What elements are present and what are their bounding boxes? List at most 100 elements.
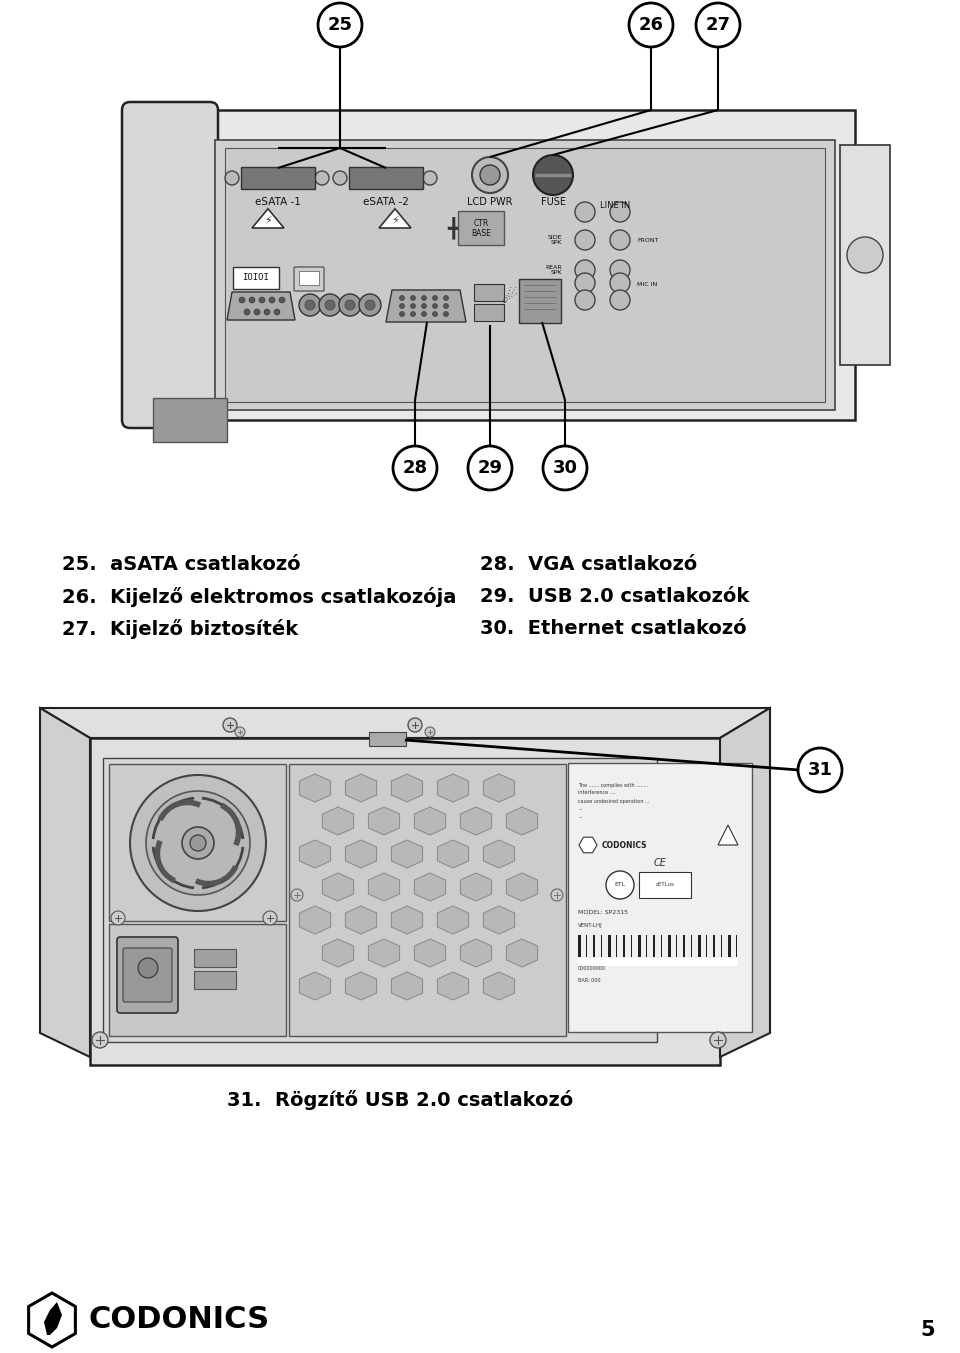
Text: 30: 30 [553, 459, 578, 478]
FancyBboxPatch shape [90, 737, 720, 1065]
Circle shape [235, 727, 245, 737]
Polygon shape [369, 873, 399, 901]
Text: FRONT: FRONT [637, 238, 659, 242]
Polygon shape [346, 840, 376, 869]
Polygon shape [392, 774, 422, 802]
FancyBboxPatch shape [109, 924, 286, 1036]
Text: 26.  Kijelző elektromos csatlakozója: 26. Kijelző elektromos csatlakozója [62, 587, 456, 607]
FancyBboxPatch shape [155, 110, 855, 419]
Circle shape [319, 294, 341, 317]
Polygon shape [300, 840, 330, 869]
Circle shape [444, 311, 448, 317]
Text: CODONICS: CODONICS [88, 1306, 269, 1334]
FancyBboxPatch shape [153, 398, 227, 442]
Polygon shape [346, 907, 376, 934]
Polygon shape [369, 939, 399, 967]
FancyBboxPatch shape [289, 764, 566, 1036]
Text: eSATA -2: eSATA -2 [363, 198, 409, 207]
Ellipse shape [798, 748, 842, 792]
FancyBboxPatch shape [728, 935, 731, 957]
Polygon shape [415, 939, 445, 967]
Circle shape [269, 298, 275, 303]
Text: 27.  Kijelző biztosíték: 27. Kijelző biztosíték [62, 620, 299, 639]
Text: 000000000: 000000000 [578, 966, 606, 970]
Circle shape [610, 273, 630, 294]
Circle shape [190, 835, 206, 851]
Ellipse shape [393, 446, 437, 490]
Circle shape [411, 311, 416, 317]
Polygon shape [392, 907, 422, 934]
Circle shape [92, 1032, 108, 1049]
Circle shape [345, 300, 355, 310]
Text: LINE IN: LINE IN [600, 202, 631, 211]
Ellipse shape [318, 3, 362, 47]
Circle shape [575, 202, 595, 222]
Circle shape [423, 170, 437, 185]
FancyBboxPatch shape [241, 166, 315, 189]
FancyBboxPatch shape [458, 211, 504, 245]
Text: 30.  Ethernet csatlakozó: 30. Ethernet csatlakozó [480, 620, 747, 639]
Polygon shape [438, 774, 468, 802]
FancyBboxPatch shape [690, 935, 692, 957]
Polygon shape [484, 774, 515, 802]
Polygon shape [484, 971, 515, 1000]
FancyBboxPatch shape [122, 101, 218, 428]
Circle shape [259, 298, 265, 303]
Text: The ....... complies with ........: The ....... complies with ........ [578, 782, 648, 787]
Text: LCD PWR: LCD PWR [468, 198, 513, 207]
FancyBboxPatch shape [474, 284, 504, 300]
Circle shape [244, 308, 250, 315]
Polygon shape [461, 806, 492, 835]
FancyBboxPatch shape [608, 935, 611, 957]
Polygon shape [29, 1293, 76, 1348]
Circle shape [575, 260, 595, 280]
Text: 29: 29 [477, 459, 502, 478]
Polygon shape [386, 290, 466, 322]
Circle shape [264, 308, 270, 315]
Polygon shape [379, 208, 411, 229]
Text: 26: 26 [638, 16, 663, 34]
Circle shape [610, 260, 630, 280]
Text: CTR: CTR [473, 218, 489, 227]
Circle shape [274, 308, 280, 315]
Circle shape [425, 727, 435, 737]
FancyBboxPatch shape [299, 271, 319, 285]
Circle shape [533, 156, 573, 195]
Polygon shape [461, 939, 492, 967]
FancyBboxPatch shape [117, 938, 178, 1013]
Circle shape [254, 308, 260, 315]
FancyBboxPatch shape [586, 935, 587, 957]
Text: REAR
SPK: REAR SPK [545, 265, 562, 276]
Polygon shape [720, 708, 770, 1057]
Circle shape [411, 295, 416, 300]
Polygon shape [392, 840, 422, 869]
Circle shape [575, 290, 595, 310]
Circle shape [480, 165, 500, 185]
FancyBboxPatch shape [578, 935, 581, 957]
Circle shape [610, 202, 630, 222]
Text: ╋: ╋ [447, 216, 459, 239]
Polygon shape [323, 939, 353, 967]
Polygon shape [40, 708, 770, 737]
FancyBboxPatch shape [676, 935, 677, 957]
FancyBboxPatch shape [668, 935, 671, 957]
FancyBboxPatch shape [103, 758, 657, 1042]
Polygon shape [415, 873, 445, 901]
FancyBboxPatch shape [233, 267, 279, 290]
FancyBboxPatch shape [123, 948, 172, 1003]
Text: 31.  Rögzítő USB 2.0 csatlakozó: 31. Rögzítő USB 2.0 csatlakozó [227, 1091, 573, 1109]
FancyBboxPatch shape [653, 935, 655, 957]
Text: 25.  aSATA csatlakozó: 25. aSATA csatlakozó [62, 555, 300, 574]
Ellipse shape [696, 3, 740, 47]
Circle shape [299, 294, 321, 317]
Circle shape [138, 958, 158, 978]
FancyBboxPatch shape [578, 958, 738, 966]
Circle shape [223, 718, 237, 732]
Text: FUSE: FUSE [540, 198, 565, 207]
Circle shape [575, 230, 595, 250]
Polygon shape [252, 208, 284, 229]
FancyBboxPatch shape [109, 764, 286, 921]
Polygon shape [461, 873, 492, 901]
FancyBboxPatch shape [349, 166, 423, 189]
Polygon shape [438, 907, 468, 934]
